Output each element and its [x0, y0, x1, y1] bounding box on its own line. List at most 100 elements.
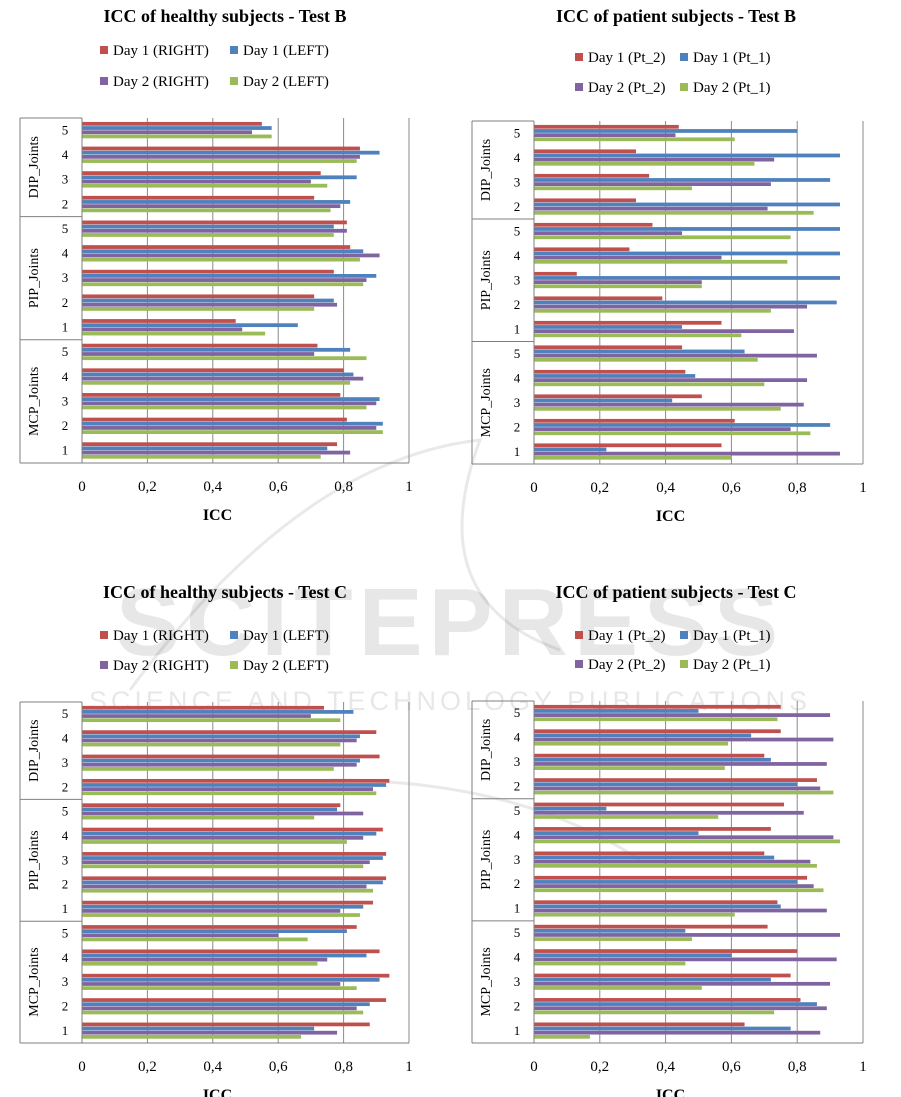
bar [534, 753, 765, 758]
legend-label: Day 1 (Pt_1) [693, 50, 771, 66]
category-label: 4 [514, 248, 521, 263]
category-label: 2 [62, 877, 69, 892]
bar [534, 827, 771, 831]
bar [534, 729, 781, 734]
bar [534, 957, 837, 962]
bar [534, 737, 834, 742]
x-tick-label: 0 [78, 1059, 86, 1075]
bar [534, 888, 824, 893]
bar [534, 374, 696, 378]
bar [534, 953, 732, 958]
bar [534, 741, 729, 746]
category-label: 2 [62, 295, 69, 310]
category-label: 3 [62, 974, 69, 989]
x-tick-label: 1 [405, 1059, 413, 1075]
bar [534, 835, 834, 840]
legend-label: Day 2 (LEFT) [243, 74, 329, 90]
bar [534, 908, 827, 913]
bar [534, 296, 663, 301]
category-label: 3 [514, 174, 521, 189]
bar [82, 961, 318, 966]
legend-entry: Day 1 (RIGHT) [100, 43, 209, 59]
bar [534, 928, 686, 933]
x-axis-label: ICC [656, 508, 685, 525]
bar [82, 1026, 315, 1031]
x-axis-label: ICC [203, 1087, 232, 1097]
category-label: 2 [514, 199, 521, 214]
bar [534, 806, 607, 811]
x-tick-label: 0,2 [590, 1059, 609, 1075]
x-tick-label: 0,2 [590, 480, 609, 496]
x-tick-label: 0,8 [788, 1059, 807, 1075]
x-tick-label: 0 [530, 1059, 538, 1075]
bar [82, 269, 334, 274]
bar [534, 280, 702, 285]
bar [534, 1026, 791, 1031]
bar [82, 852, 387, 856]
bar [82, 273, 377, 278]
x-tick-label: 0,6 [269, 1059, 288, 1075]
category-label: 1 [514, 444, 521, 459]
legend-entry: Day 1 (LEFT) [230, 628, 329, 644]
bar [534, 451, 840, 456]
bar [534, 157, 775, 162]
bar [82, 730, 377, 734]
legend-label: Day 1 (RIGHT) [113, 628, 209, 644]
bar [534, 349, 745, 354]
category-label: 3 [514, 395, 521, 410]
chart-title: ICC of healthy subjects - Test B [103, 6, 346, 26]
bar [82, 401, 377, 406]
bar [82, 253, 380, 258]
legend-label: Day 2 (RIGHT) [113, 74, 209, 90]
category-label: 2 [62, 196, 69, 211]
bar [82, 1022, 370, 1027]
bar [82, 949, 380, 954]
bar [82, 294, 315, 299]
bar [534, 398, 673, 403]
x-tick-label: 0,6 [722, 480, 741, 496]
bar [534, 802, 785, 807]
category-label: 5 [514, 925, 521, 940]
bar [82, 803, 341, 808]
bar [82, 175, 357, 180]
x-tick-label: 0,4 [656, 1059, 675, 1075]
category-label: 2 [514, 998, 521, 1013]
bar [534, 129, 798, 133]
bar [534, 912, 735, 917]
bar [82, 150, 380, 155]
category-label: 4 [62, 147, 69, 162]
legend-entry: Day 1 (RIGHT) [100, 628, 209, 644]
category-label: 1 [514, 321, 521, 336]
group-label: DIP_Joints [27, 720, 42, 782]
bar [82, 933, 279, 938]
bar [534, 210, 814, 215]
chart-patient-test-c: ICC of patient subjects - Test C Day 1 (P… [471, 582, 867, 1097]
bar [534, 839, 840, 844]
bar [82, 909, 341, 913]
x-tick-label: 1 [859, 1059, 867, 1075]
bar [82, 998, 387, 1002]
x-tick-label: 0,8 [334, 479, 353, 495]
legend-entry: Day 1 (LEFT) [230, 43, 329, 59]
bar [82, 876, 387, 881]
bar [82, 783, 387, 787]
bar [534, 851, 765, 856]
category-label: 4 [62, 950, 69, 965]
bar [82, 159, 357, 163]
bar [534, 977, 771, 982]
bar [82, 171, 321, 176]
category-label: 4 [62, 828, 69, 843]
bar [82, 742, 341, 747]
bar [82, 778, 390, 783]
bar [82, 393, 341, 397]
bar [534, 875, 808, 880]
category-label: 1 [62, 1023, 69, 1038]
bar [82, 323, 298, 328]
bar [534, 1010, 775, 1015]
bar [534, 320, 722, 325]
category-label: 5 [62, 221, 69, 236]
x-tick-label: 0,8 [334, 1059, 353, 1075]
bar [82, 249, 364, 254]
bar [82, 442, 338, 447]
bar [534, 863, 817, 868]
